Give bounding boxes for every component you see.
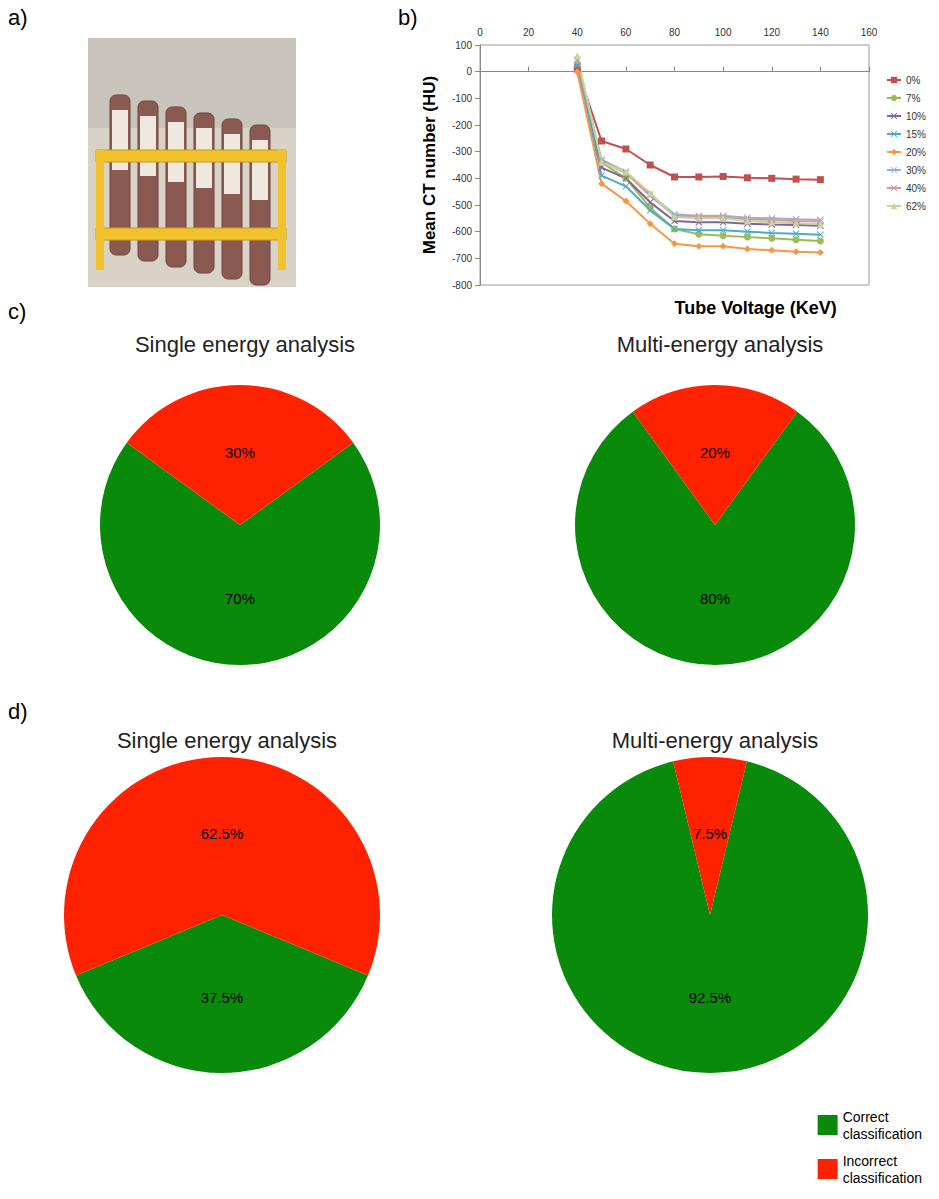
- svg-text:-400: -400: [452, 173, 472, 184]
- svg-text:Mean CT number (HU): Mean CT number (HU): [420, 76, 439, 255]
- svg-text:b): b): [398, 5, 418, 30]
- svg-text:100: 100: [455, 40, 472, 51]
- svg-text:Incorrect: Incorrect: [843, 1153, 898, 1169]
- svg-text:62%: 62%: [906, 201, 926, 212]
- svg-text:80: 80: [669, 27, 681, 38]
- svg-text:140: 140: [812, 27, 829, 38]
- svg-text:40%: 40%: [906, 183, 926, 194]
- svg-text:40: 40: [572, 27, 584, 38]
- svg-text:-300: -300: [452, 146, 472, 157]
- svg-text:-500: -500: [452, 200, 472, 211]
- svg-text:20: 20: [523, 27, 535, 38]
- svg-text:62.5%: 62.5%: [201, 825, 244, 842]
- svg-text:-800: -800: [452, 280, 472, 291]
- svg-text:d): d): [8, 699, 28, 724]
- svg-text:0: 0: [466, 66, 472, 77]
- svg-text:92.5%: 92.5%: [689, 989, 732, 1006]
- svg-text:Single energy analysis: Single energy analysis: [135, 332, 355, 357]
- svg-text:60: 60: [620, 27, 632, 38]
- svg-text:70%: 70%: [225, 590, 255, 607]
- svg-text:-700: -700: [452, 253, 472, 264]
- svg-text:Multi-energy analysis: Multi-energy analysis: [617, 332, 824, 357]
- svg-text:Single energy analysis: Single energy analysis: [117, 728, 337, 753]
- svg-text:Correct: Correct: [843, 1109, 889, 1125]
- svg-text:120: 120: [763, 27, 780, 38]
- svg-text:classification: classification: [843, 1126, 922, 1142]
- svg-text:7%: 7%: [906, 93, 921, 104]
- svg-text:20%: 20%: [906, 147, 926, 158]
- svg-text:15%: 15%: [906, 129, 926, 140]
- svg-text:30%: 30%: [906, 165, 926, 176]
- svg-text:7.5%: 7.5%: [693, 825, 727, 842]
- svg-text:30%: 30%: [225, 444, 255, 461]
- svg-text:-100: -100: [452, 93, 472, 104]
- svg-text:10%: 10%: [906, 111, 926, 122]
- svg-text:20%: 20%: [700, 444, 730, 461]
- svg-text:0: 0: [477, 27, 483, 38]
- svg-text:a): a): [8, 5, 28, 30]
- svg-text:-200: -200: [452, 120, 472, 131]
- svg-text:classification: classification: [843, 1170, 922, 1186]
- svg-text:160: 160: [861, 27, 878, 38]
- svg-text:Multi-energy analysis: Multi-energy analysis: [612, 728, 819, 753]
- svg-text:100: 100: [715, 27, 732, 38]
- svg-text:Tube Voltage (KeV): Tube Voltage (KeV): [674, 298, 836, 318]
- svg-text:-600: -600: [452, 226, 472, 237]
- svg-text:37.5%: 37.5%: [201, 989, 244, 1006]
- svg-text:0%: 0%: [906, 75, 921, 86]
- svg-text:80%: 80%: [700, 590, 730, 607]
- svg-text:c): c): [8, 299, 26, 324]
